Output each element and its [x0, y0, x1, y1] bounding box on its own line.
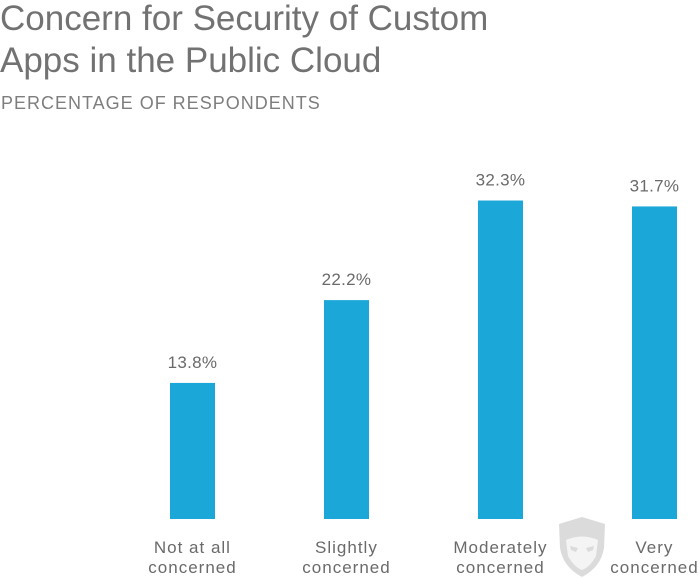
- data-label-slightly-concerned: 22.2%: [322, 270, 372, 289]
- category-label-very-concerned: Very concerned: [610, 538, 698, 577]
- data-labels-group: 13.8% 22.2% 32.3% 31.7%: [168, 171, 680, 372]
- category-label-line: concerned: [302, 558, 390, 577]
- category-label-line: concerned: [610, 558, 698, 577]
- category-label-line: Slightly: [315, 538, 378, 557]
- shield-face-eye-left: [570, 546, 578, 552]
- bar-moderately-concerned: [478, 200, 523, 519]
- category-label-line: Not at all: [154, 538, 231, 557]
- data-label-very-concerned: 31.7%: [630, 176, 680, 195]
- shield-face-icon: [559, 517, 605, 577]
- category-label-slightly-concerned: Slightly concerned: [302, 538, 390, 577]
- category-label-moderately-concerned: Moderately concerned: [453, 538, 547, 577]
- bars-group: [170, 200, 677, 520]
- chart-subtitle: PERCENTAGE OF RESPONDENTS: [1, 93, 321, 113]
- category-label-line: concerned: [456, 558, 544, 577]
- bar-not-at-all-concerned: [170, 382, 215, 519]
- category-label-line: concerned: [148, 558, 236, 577]
- bar-very-concerned: [632, 206, 677, 520]
- data-label-moderately-concerned: 32.3%: [476, 171, 526, 190]
- data-label-not-at-all-concerned: 13.8%: [168, 353, 218, 372]
- shield-face-mask: [566, 536, 598, 570]
- shield-face-eye-right: [586, 546, 594, 552]
- watermark-logo: [559, 517, 605, 577]
- category-label-line: Very: [635, 538, 673, 557]
- chart-title: Concern for Security of Custom Apps in t…: [0, 0, 489, 80]
- category-label-line: Moderately: [453, 538, 547, 557]
- bar-slightly-concerned: [324, 300, 369, 519]
- category-label-not-at-all-concerned: Not at all concerned: [148, 538, 236, 577]
